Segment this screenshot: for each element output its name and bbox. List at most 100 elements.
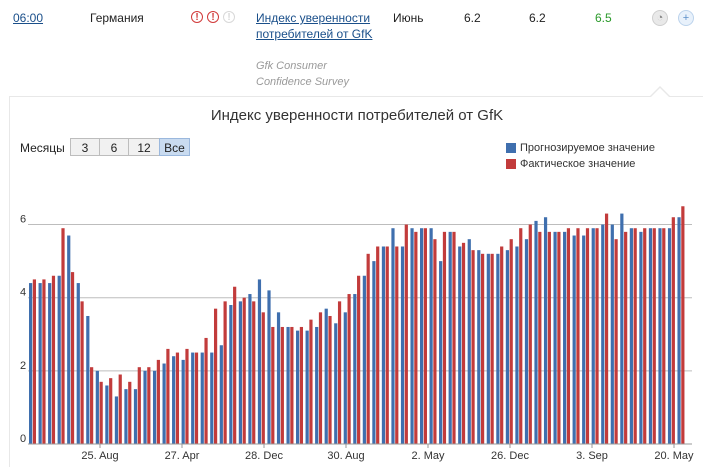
- actual-bar[interactable]: [528, 224, 532, 444]
- actual-bar[interactable]: [156, 359, 160, 444]
- forecast-bar[interactable]: [67, 235, 71, 444]
- actual-bar[interactable]: [147, 367, 151, 444]
- forecast-bar[interactable]: [343, 312, 347, 444]
- actual-bar[interactable]: [90, 367, 94, 444]
- forecast-bar[interactable]: [210, 352, 214, 444]
- forecast-bar[interactable]: [95, 370, 99, 444]
- forecast-bar[interactable]: [57, 275, 61, 444]
- actual-bar[interactable]: [99, 381, 103, 444]
- actual-bar[interactable]: [604, 213, 609, 444]
- actual-bar[interactable]: [547, 231, 551, 444]
- actual-bar[interactable]: [290, 326, 294, 444]
- range-button-6[interactable]: 6: [99, 138, 129, 156]
- actual-bar[interactable]: [61, 228, 65, 444]
- actual-bar[interactable]: [385, 246, 389, 444]
- actual-bar[interactable]: [566, 228, 571, 444]
- forecast-bar[interactable]: [391, 228, 395, 444]
- actual-bar[interactable]: [299, 326, 304, 444]
- actual-bar[interactable]: [500, 246, 504, 444]
- actual-bar[interactable]: [643, 228, 647, 444]
- actual-bar[interactable]: [223, 301, 227, 444]
- forecast-bar[interactable]: [267, 290, 271, 444]
- forecast-bar[interactable]: [38, 283, 42, 444]
- forecast-bar[interactable]: [334, 323, 338, 444]
- legend-item-actual[interactable]: Фактическое значение: [506, 157, 655, 173]
- forecast-bar[interactable]: [191, 352, 195, 444]
- actual-bar[interactable]: [137, 367, 141, 444]
- forecast-bar[interactable]: [572, 235, 576, 444]
- actual-bar[interactable]: [576, 228, 580, 444]
- forecast-bar[interactable]: [200, 352, 204, 444]
- actual-bar[interactable]: [509, 239, 513, 444]
- actual-bar[interactable]: [376, 246, 380, 444]
- forecast-bar[interactable]: [429, 228, 433, 444]
- actual-bar[interactable]: [252, 301, 256, 444]
- forecast-bar[interactable]: [172, 356, 176, 444]
- range-button-3[interactable]: 3: [70, 138, 100, 156]
- actual-bar[interactable]: [261, 312, 265, 444]
- forecast-bar[interactable]: [315, 326, 319, 444]
- actual-bar[interactable]: [357, 275, 361, 444]
- actual-bar[interactable]: [175, 352, 180, 444]
- actual-bar[interactable]: [624, 231, 628, 444]
- forecast-bar[interactable]: [582, 235, 586, 444]
- forecast-bar[interactable]: [563, 231, 567, 444]
- forecast-bar[interactable]: [219, 345, 223, 444]
- forecast-bar[interactable]: [591, 228, 595, 444]
- actual-bar[interactable]: [213, 308, 218, 444]
- forecast-bar[interactable]: [410, 228, 414, 444]
- legend-item-forecast[interactable]: Прогнозируемое значение: [506, 141, 655, 157]
- actual-bar[interactable]: [70, 272, 75, 444]
- forecast-bar[interactable]: [362, 275, 366, 444]
- actual-bar[interactable]: [614, 239, 618, 444]
- actual-bar[interactable]: [471, 250, 475, 444]
- forecast-bar[interactable]: [353, 294, 357, 444]
- forecast-bar[interactable]: [86, 315, 90, 444]
- forecast-bar[interactable]: [133, 389, 138, 444]
- range-button-all[interactable]: Все: [159, 138, 190, 156]
- chart-icon[interactable]: ◔: [652, 10, 668, 26]
- actual-bar[interactable]: [519, 228, 523, 444]
- forecast-bar[interactable]: [114, 396, 119, 444]
- actual-bar[interactable]: [433, 239, 437, 444]
- actual-bar[interactable]: [280, 326, 284, 444]
- actual-bar[interactable]: [404, 224, 408, 444]
- actual-bar[interactable]: [242, 297, 246, 444]
- forecast-bar[interactable]: [610, 224, 614, 444]
- forecast-bar[interactable]: [553, 231, 557, 444]
- actual-bar[interactable]: [652, 228, 656, 444]
- forecast-bar[interactable]: [534, 220, 538, 444]
- forecast-bar[interactable]: [543, 217, 548, 444]
- forecast-bar[interactable]: [248, 294, 252, 444]
- actual-bar[interactable]: [452, 231, 456, 444]
- forecast-bar[interactable]: [419, 228, 424, 444]
- actual-bar[interactable]: [328, 315, 332, 444]
- actual-bar[interactable]: [166, 348, 170, 444]
- forecast-bar[interactable]: [76, 283, 80, 444]
- forecast-bar[interactable]: [143, 370, 147, 444]
- actual-bar[interactable]: [42, 279, 46, 444]
- forecast-bar[interactable]: [152, 370, 157, 444]
- forecast-bar[interactable]: [257, 279, 262, 444]
- actual-bar[interactable]: [337, 301, 342, 444]
- actual-bar[interactable]: [662, 228, 666, 444]
- actual-bar[interactable]: [423, 228, 427, 444]
- actual-bar[interactable]: [442, 231, 447, 444]
- actual-bar[interactable]: [557, 231, 561, 444]
- actual-bar[interactable]: [194, 352, 199, 444]
- forecast-bar[interactable]: [381, 246, 386, 444]
- forecast-bar[interactable]: [400, 246, 405, 444]
- actual-bar[interactable]: [51, 275, 56, 444]
- forecast-bar[interactable]: [477, 250, 481, 444]
- actual-bar[interactable]: [204, 337, 208, 444]
- forecast-bar[interactable]: [162, 363, 166, 444]
- forecast-bar[interactable]: [648, 228, 653, 444]
- forecast-bar[interactable]: [229, 305, 233, 444]
- forecast-bar[interactable]: [486, 253, 490, 444]
- forecast-bar[interactable]: [458, 246, 462, 444]
- actual-bar[interactable]: [538, 231, 542, 444]
- forecast-bar[interactable]: [448, 231, 452, 444]
- forecast-bar[interactable]: [524, 239, 529, 444]
- event-name-link[interactable]: Индекс уверенности потребителей от GfK: [256, 11, 373, 41]
- forecast-bar[interactable]: [124, 389, 128, 444]
